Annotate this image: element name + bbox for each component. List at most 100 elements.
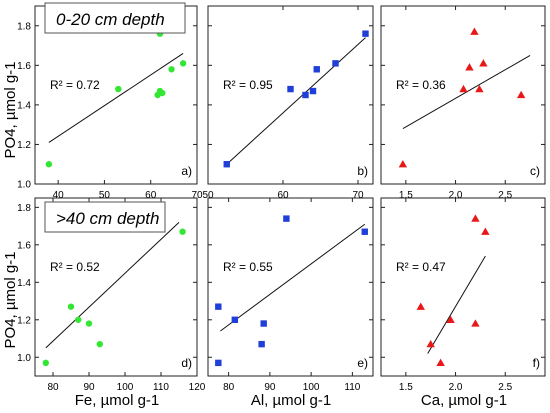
data-point	[159, 89, 166, 97]
r-squared-label: R² = 0.55	[223, 260, 273, 274]
data-point	[309, 87, 317, 95]
y-axis-label-top: PO4, µmol g-1	[2, 61, 19, 158]
y-tick-label: 1.6	[17, 61, 31, 72]
data-point	[459, 84, 468, 93]
data-point	[426, 339, 435, 348]
data-point	[215, 359, 222, 367]
panel-b: 50 60 70 R² = 0.95 b)	[202, 5, 374, 201]
regression-line	[220, 223, 366, 332]
y-tick-label: 1.2	[17, 140, 31, 151]
y-tick-label: 1.8	[17, 203, 31, 214]
x-axis-label-al: Al, µmol g-1	[251, 392, 331, 409]
x-tick-label: 60	[145, 190, 157, 201]
data-point	[215, 303, 222, 310]
row-label-box-bottom	[44, 201, 166, 233]
data-point	[283, 215, 290, 222]
panel-letter: d)	[181, 356, 192, 370]
data-point	[313, 66, 320, 73]
x-tick-label: 1.5	[399, 190, 413, 201]
regression-line	[427, 255, 486, 354]
x-tick-label: 2.0	[449, 382, 463, 393]
x-tick-label: 50	[202, 190, 214, 201]
x-tick-label: 70	[352, 190, 364, 201]
row-label-top: 0-20 cm depth	[56, 10, 165, 29]
y-tick-label: 1.8	[17, 21, 31, 32]
data-point	[115, 85, 122, 93]
data-point	[479, 59, 488, 67]
plot-frame	[207, 5, 374, 185]
r-squared-label: R² = 0.47	[396, 260, 446, 274]
data-point	[398, 160, 408, 168]
data-point	[361, 228, 368, 235]
data-point	[302, 91, 309, 99]
regression-line	[45, 221, 180, 349]
x-tick-label: 120	[189, 382, 206, 393]
panel-f: 1.5 2.0 2.5 R² = 0.47 f)	[380, 197, 546, 393]
x-tick-label: 60	[277, 190, 289, 201]
panel-letter: e)	[357, 356, 368, 370]
data-point	[287, 85, 294, 93]
y-tick-label: 1.2	[17, 315, 31, 326]
x-tick-label: 80	[47, 382, 59, 393]
x-axis-label-ca: Ca, µmol g-1	[421, 392, 507, 409]
x-tick-label: 50	[99, 190, 111, 201]
x-tick-label: 1.5	[399, 382, 413, 393]
data-point	[179, 60, 187, 67]
x-tick-label: 90	[83, 382, 95, 393]
row-label-box-top	[44, 2, 186, 34]
r-squared-label: R² = 0.95	[223, 78, 273, 92]
plot-frame	[380, 5, 546, 185]
x-tick-label: 70	[191, 190, 203, 201]
panel-letter: b)	[357, 164, 368, 178]
data-point	[168, 66, 175, 73]
y-tick-label: 1.0	[17, 180, 31, 191]
y-tick-label: 1.4	[17, 278, 31, 289]
x-tick-label: 40	[53, 190, 65, 201]
x-tick-label: 110	[344, 382, 360, 393]
data-point	[481, 227, 490, 235]
x-tick-label: 2.0	[449, 190, 463, 201]
data-point	[471, 319, 480, 327]
plot-frame	[34, 5, 198, 185]
data-point	[258, 340, 265, 348]
y-tick-label: 1.6	[17, 240, 31, 251]
data-point	[260, 320, 267, 327]
data-point	[362, 30, 369, 37]
data-point	[85, 320, 93, 327]
x-tick-label: 110	[153, 382, 169, 393]
y-axis-label-bottom: PO4, µmol g-1	[2, 251, 19, 348]
data-point	[332, 60, 339, 67]
x-tick-label: 90	[264, 382, 276, 393]
data-point	[465, 63, 474, 71]
panel-letter: f)	[533, 356, 540, 370]
data-point	[231, 316, 239, 323]
x-axis-label-fe: Fe, µmol g-1	[75, 392, 160, 409]
x-tick-label: 2.5	[498, 190, 512, 201]
data-point	[42, 359, 49, 367]
data-point	[446, 315, 455, 323]
y-tick-label: 1.0	[17, 353, 31, 364]
data-point	[45, 161, 53, 168]
y-tick-label: 1.4	[17, 100, 31, 111]
data-point	[471, 214, 480, 222]
data-point	[75, 316, 82, 323]
panel-e: 80 90 100 110 R² = 0.55 e)	[207, 197, 374, 393]
data-point	[179, 228, 186, 235]
data-point	[516, 90, 526, 99]
data-point	[416, 302, 425, 310]
r-squared-label: R² = 0.72	[50, 78, 100, 92]
panel-letter: a)	[181, 164, 192, 178]
x-tick-label: 100	[303, 382, 320, 393]
x-tick-label: 2.5	[498, 382, 512, 393]
data-point	[223, 161, 230, 168]
row-label-bottom: >40 cm depth	[56, 209, 160, 228]
data-point	[475, 84, 484, 93]
data-point	[96, 340, 104, 348]
data-point	[67, 303, 75, 310]
data-point	[436, 358, 445, 367]
panel-letter: c)	[530, 164, 540, 178]
r-squared-label: R² = 0.52	[50, 260, 100, 274]
x-tick-label: 80	[223, 382, 235, 393]
regression-line	[226, 37, 366, 165]
r-squared-label: R² = 0.36	[396, 78, 446, 92]
